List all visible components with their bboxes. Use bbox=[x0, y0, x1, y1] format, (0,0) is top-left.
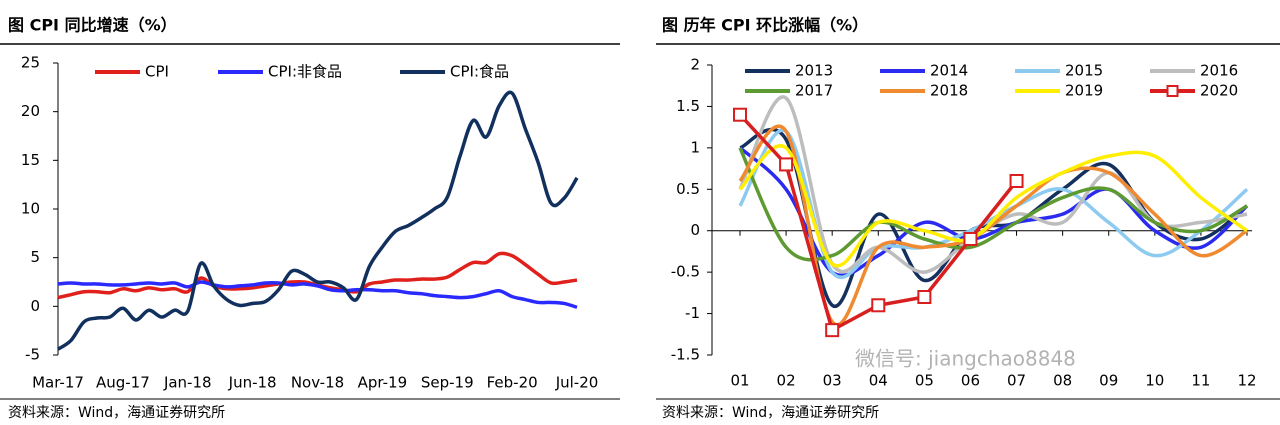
source: 资料来源：Wind，海通证券研究所 bbox=[8, 405, 225, 421]
marker bbox=[871, 298, 886, 313]
x-tick-label: Sep-19 bbox=[421, 374, 474, 392]
x-tick-label: 09 bbox=[1099, 372, 1118, 390]
legend-label: 2013 bbox=[795, 62, 833, 80]
y-tick-label: -0.5 bbox=[671, 263, 700, 281]
y-tick-label: 0.5 bbox=[676, 180, 700, 198]
x-tick-label: 03 bbox=[823, 372, 842, 390]
y-tick-label: -5 bbox=[25, 346, 40, 364]
x-tick-label: Jan-18 bbox=[163, 374, 212, 392]
series-line bbox=[738, 146, 1249, 278]
watermark: 微信号: jiangchao8848 bbox=[855, 347, 1076, 371]
x-tick-label: 07 bbox=[1007, 372, 1026, 390]
y-tick-label: 25 bbox=[21, 54, 40, 72]
x-tick-label: 11 bbox=[1191, 372, 1210, 390]
y-tick-label: 2 bbox=[690, 56, 700, 74]
x-tick-label: 04 bbox=[869, 372, 888, 390]
marker bbox=[917, 290, 932, 304]
legend-label: 2017 bbox=[795, 82, 833, 100]
marker bbox=[825, 323, 840, 338]
x-tick-label: 02 bbox=[777, 372, 796, 390]
legend-marker bbox=[1166, 85, 1179, 97]
y-tick-label: 0 bbox=[30, 297, 40, 315]
series-line bbox=[57, 90, 579, 351]
series-line bbox=[57, 280, 578, 309]
legend-label: CPI:非食品 bbox=[268, 63, 342, 81]
source: 资料来源：Wind，海通证券研究所 bbox=[662, 405, 879, 421]
x-tick-label: Jun-18 bbox=[228, 374, 277, 392]
x-tick-label: Mar-17 bbox=[32, 374, 84, 392]
x-tick-label: 08 bbox=[1053, 372, 1072, 390]
legend-label: CPI:食品 bbox=[450, 63, 509, 81]
marker bbox=[1009, 174, 1024, 188]
x-tick-label: 01 bbox=[730, 372, 749, 390]
y-tick-label: 5 bbox=[30, 248, 40, 266]
y-tick-label: 15 bbox=[21, 151, 40, 169]
legend-label: 2016 bbox=[1200, 62, 1238, 80]
y-tick-label: -1 bbox=[685, 304, 700, 322]
x-tick-label: 10 bbox=[1145, 372, 1164, 390]
chart-title: 图 CPI 同比增速（%） bbox=[8, 16, 177, 35]
x-tick-label: Apr-19 bbox=[358, 374, 408, 392]
legend-label: 2019 bbox=[1065, 82, 1103, 100]
y-tick-label: 0 bbox=[690, 221, 700, 239]
legend-label: 2020 bbox=[1200, 82, 1238, 100]
x-tick-label: 05 bbox=[915, 372, 934, 390]
legend-label: CPI bbox=[145, 63, 169, 81]
y-tick-label: 10 bbox=[21, 200, 40, 218]
legend-label: 2014 bbox=[930, 62, 968, 80]
marker bbox=[963, 232, 978, 246]
y-tick-label: 1 bbox=[690, 138, 700, 156]
marker bbox=[733, 107, 747, 122]
x-tick-label: Nov-18 bbox=[291, 374, 344, 392]
chart-title: 图 历年 CPI 环比涨幅（%） bbox=[662, 16, 868, 35]
marker bbox=[779, 157, 794, 172]
x-tick-label: Jul-20 bbox=[555, 374, 599, 392]
y-tick-label: 1.5 bbox=[676, 97, 700, 115]
x-tick-label: Feb-20 bbox=[487, 374, 538, 392]
series-line bbox=[738, 128, 1249, 280]
legend-label: 2015 bbox=[1065, 62, 1103, 80]
x-tick-label: Aug-17 bbox=[96, 374, 150, 392]
x-tick-label: 12 bbox=[1237, 372, 1256, 390]
legend-label: 2018 bbox=[930, 82, 968, 100]
x-tick-label: 06 bbox=[961, 372, 980, 390]
y-tick-label: 20 bbox=[21, 102, 40, 120]
y-tick-label: -1.5 bbox=[671, 346, 700, 364]
